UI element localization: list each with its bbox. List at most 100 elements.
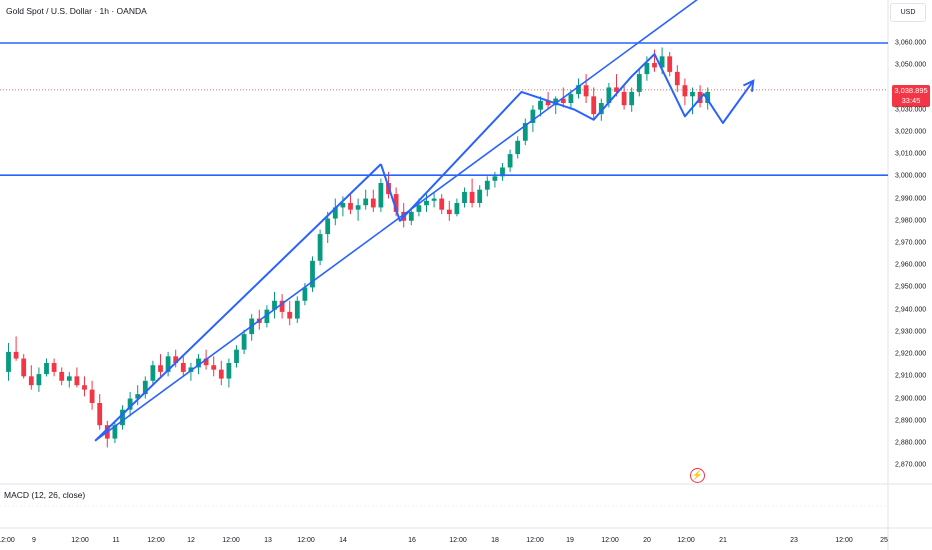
candle-body <box>150 365 156 381</box>
candle-body <box>477 189 483 203</box>
candle-body <box>325 218 331 235</box>
candle-body <box>272 300 277 310</box>
candle-body <box>370 198 376 208</box>
symbol-title[interactable]: Gold Spot / U.S. Dollar · 1h · OANDA <box>6 6 147 16</box>
candle-body <box>317 234 323 261</box>
candle-body <box>234 349 239 363</box>
candle-body <box>500 167 505 177</box>
candle-body <box>112 425 118 439</box>
time-tick-label: 25 <box>880 537 888 544</box>
price-tick-label: 3,000.000 <box>895 172 927 180</box>
candle-body <box>97 403 103 426</box>
candle-body <box>158 365 163 372</box>
candle-body <box>21 358 27 377</box>
candle-body <box>705 91 711 103</box>
time-tick-label: 21 <box>719 537 727 544</box>
candle-body <box>28 376 34 386</box>
candle-body <box>439 198 445 210</box>
candle-body <box>287 311 293 319</box>
trendline-lower <box>94 0 698 442</box>
time-tick-label: 23 <box>790 537 798 544</box>
trendline-drawings <box>0 0 888 442</box>
candle-body <box>196 358 201 368</box>
candle-body <box>340 203 346 208</box>
candle-body <box>165 356 171 372</box>
candle-body <box>576 85 581 95</box>
candle-body <box>82 385 87 390</box>
price-tick-label: 3,050.000 <box>895 61 927 69</box>
candle-body <box>560 98 566 103</box>
price-tick-label: 3,010.000 <box>895 150 927 158</box>
time-tick-label: 16 <box>408 537 416 544</box>
candle-body <box>310 260 315 288</box>
candle-body <box>13 351 19 359</box>
trendline-upper <box>94 163 382 442</box>
candle-body <box>492 176 498 181</box>
candle-body <box>226 363 232 379</box>
price-tick-label: 2,910.000 <box>895 372 927 380</box>
candle-body <box>659 56 665 68</box>
candle-body <box>173 356 179 363</box>
candle-body <box>142 380 148 395</box>
time-tick-label: 12:00 <box>601 537 619 544</box>
candle-body <box>355 205 361 210</box>
candle-body <box>348 203 353 210</box>
candle-body <box>135 394 141 399</box>
candle-body <box>652 63 657 68</box>
candle-body <box>279 300 285 312</box>
time-tick-label: 19 <box>566 537 574 544</box>
price-tick-label: 2,980.000 <box>895 217 927 225</box>
time-tick-label: 18 <box>491 537 499 544</box>
candle-body <box>378 183 384 208</box>
price-tick-label: 2,900.000 <box>895 395 927 403</box>
bar-countdown: 33:45 <box>901 96 921 105</box>
candle-body <box>36 374 42 386</box>
candle-body <box>74 376 80 386</box>
candle-body <box>621 91 627 106</box>
candle-body <box>690 91 695 97</box>
candle-body <box>393 194 399 212</box>
candle-body <box>120 409 125 426</box>
price-tick-label: 2,990.000 <box>895 195 927 203</box>
candle-body <box>507 154 513 168</box>
candle-body <box>522 123 528 141</box>
candle-body <box>332 207 338 219</box>
time-tick-label: 12:00 <box>449 537 467 544</box>
candle-body <box>454 203 460 215</box>
candle-body <box>363 198 369 206</box>
price-tick-label: 2,950.000 <box>895 283 927 291</box>
candle-body <box>667 56 673 72</box>
time-tick-label: 13 <box>264 537 272 544</box>
projection-zigzag <box>379 53 755 222</box>
price-tick-label: 3,030.000 <box>895 106 927 114</box>
macd-indicator-label[interactable]: MACD (12, 26, close) <box>4 490 86 500</box>
time-tick-label: 9 <box>32 537 36 544</box>
time-tick-label: 12:00 <box>297 537 315 544</box>
candle-body <box>44 363 49 375</box>
candle-body <box>446 209 452 215</box>
candle-body <box>636 74 642 92</box>
candle-body <box>302 287 308 301</box>
candle-body <box>553 98 559 106</box>
price-tick-label: 2,880.000 <box>895 439 927 447</box>
price-tick-label: 2,920.000 <box>895 350 927 358</box>
time-tick-label: 12:00 <box>0 537 15 544</box>
candle-body <box>644 63 650 75</box>
candle-body <box>515 140 521 155</box>
time-tick-label: 14 <box>339 537 347 544</box>
candle-body <box>127 398 133 410</box>
currency-button[interactable]: USD <box>890 3 926 22</box>
candle-body <box>424 200 429 206</box>
candle-body <box>408 211 414 221</box>
candle-body <box>180 363 186 372</box>
candle-body <box>614 87 619 92</box>
candle-body <box>241 334 247 350</box>
candle-body <box>484 180 490 190</box>
flash-icon[interactable]: ⚡ <box>690 468 705 483</box>
last-price-tag: 3,038.895 33:45 <box>892 85 930 107</box>
price-tick-label: 2,970.000 <box>895 239 927 247</box>
candle-body <box>6 351 11 372</box>
candle-body <box>51 363 57 372</box>
